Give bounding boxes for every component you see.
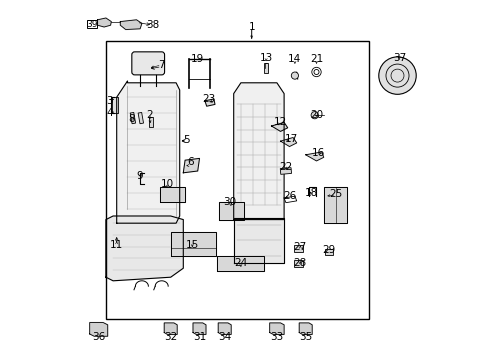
Polygon shape xyxy=(112,97,118,113)
Bar xyxy=(130,112,135,124)
Circle shape xyxy=(291,72,298,79)
Bar xyxy=(87,20,97,28)
Text: 7: 7 xyxy=(158,60,164,70)
Bar xyxy=(325,249,332,255)
Text: 36: 36 xyxy=(92,332,105,342)
Polygon shape xyxy=(170,232,215,256)
Text: 31: 31 xyxy=(192,332,206,342)
Text: 27: 27 xyxy=(293,242,306,252)
Polygon shape xyxy=(233,218,284,263)
Polygon shape xyxy=(323,187,346,223)
Polygon shape xyxy=(217,256,264,271)
Polygon shape xyxy=(193,323,205,334)
Text: 14: 14 xyxy=(288,54,301,64)
Bar xyxy=(293,260,303,267)
Text: 20: 20 xyxy=(309,110,323,120)
Text: 30: 30 xyxy=(223,197,236,207)
Text: 13: 13 xyxy=(259,53,272,63)
Text: 23: 23 xyxy=(202,94,215,104)
Text: 2: 2 xyxy=(145,110,152,120)
Text: 35: 35 xyxy=(299,332,312,342)
Text: 19: 19 xyxy=(191,54,204,64)
Text: 6: 6 xyxy=(187,157,193,167)
Polygon shape xyxy=(280,138,296,147)
Polygon shape xyxy=(269,323,284,334)
Bar xyxy=(106,41,368,319)
Text: 3: 3 xyxy=(106,96,113,106)
Bar xyxy=(293,245,303,252)
Polygon shape xyxy=(305,152,323,161)
Text: 10: 10 xyxy=(160,179,173,189)
Text: 8: 8 xyxy=(127,114,134,124)
Text: 32: 32 xyxy=(164,332,177,342)
Text: 18: 18 xyxy=(304,188,317,198)
Polygon shape xyxy=(204,99,215,106)
Polygon shape xyxy=(183,158,199,173)
Text: 1: 1 xyxy=(248,22,254,32)
Text: 4: 4 xyxy=(106,108,113,118)
Text: 21: 21 xyxy=(309,54,323,64)
Text: 9: 9 xyxy=(137,171,143,181)
Polygon shape xyxy=(106,216,183,281)
Text: 34: 34 xyxy=(218,332,231,342)
Bar xyxy=(264,63,268,73)
Polygon shape xyxy=(89,323,107,336)
Circle shape xyxy=(310,112,318,119)
Polygon shape xyxy=(299,323,311,334)
Polygon shape xyxy=(218,323,231,334)
Polygon shape xyxy=(219,202,244,220)
Text: 24: 24 xyxy=(234,258,247,268)
Polygon shape xyxy=(117,81,179,223)
Text: 5: 5 xyxy=(183,135,190,145)
Text: 16: 16 xyxy=(311,148,324,158)
Text: 25: 25 xyxy=(329,189,342,199)
Text: 38: 38 xyxy=(146,20,159,30)
Polygon shape xyxy=(271,122,287,131)
Text: 39: 39 xyxy=(86,19,98,29)
Bar xyxy=(280,168,291,174)
Polygon shape xyxy=(120,20,142,30)
Text: 37: 37 xyxy=(392,53,405,63)
Text: 33: 33 xyxy=(270,332,283,342)
Polygon shape xyxy=(160,187,185,202)
Text: 11: 11 xyxy=(110,240,123,250)
Text: 26: 26 xyxy=(282,191,296,201)
Polygon shape xyxy=(98,18,111,27)
Text: 29: 29 xyxy=(322,245,335,255)
Polygon shape xyxy=(164,323,177,334)
Text: 17: 17 xyxy=(284,134,297,144)
Text: 28: 28 xyxy=(293,258,306,268)
Text: 12: 12 xyxy=(273,117,286,127)
Polygon shape xyxy=(233,83,284,220)
Circle shape xyxy=(378,57,415,94)
FancyBboxPatch shape xyxy=(132,52,164,75)
Bar xyxy=(149,117,152,127)
Text: 15: 15 xyxy=(185,240,199,250)
Text: 22: 22 xyxy=(279,162,292,172)
Bar xyxy=(138,112,143,124)
